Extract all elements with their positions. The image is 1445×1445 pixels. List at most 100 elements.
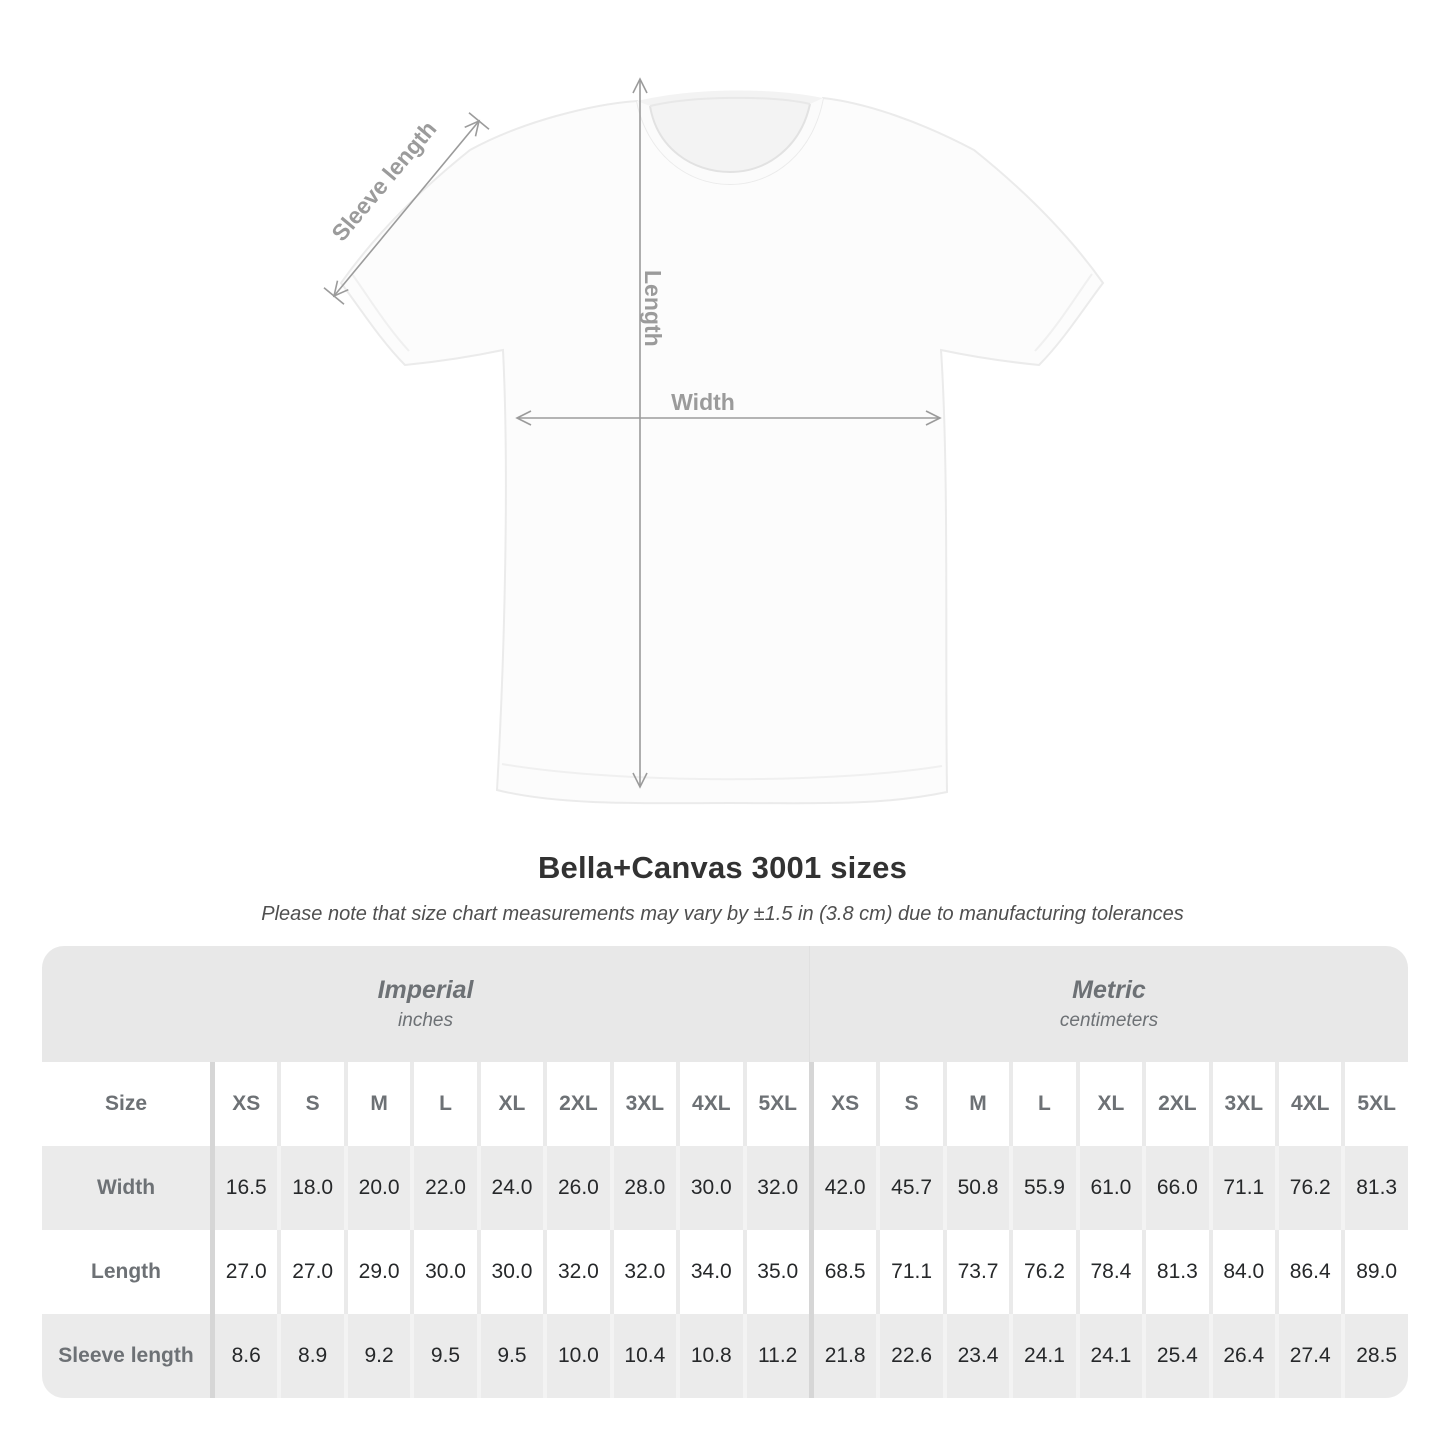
measurement-value: 27.4 [1275,1314,1341,1398]
size-column-header: 5XL [1341,1062,1407,1146]
measurement-value: 18.0 [277,1146,343,1230]
measurement-value: 84.0 [1208,1230,1275,1314]
measurement-value: 8.6 [210,1314,277,1398]
measurement-value: 22.0 [410,1146,476,1230]
tshirt-right-cuff-seam [1034,273,1093,352]
measurement-value: 8.9 [277,1314,343,1398]
measurement-value: 24.1 [1075,1314,1142,1398]
tshirt-left-cuff-seam [351,273,410,352]
measurement-label: Sleeve length [58,1344,194,1367]
measurement-value: 30.0 [410,1230,476,1314]
measurement-value: 78.4 [1075,1230,1142,1314]
measurement-value: 71.1 [1208,1146,1275,1230]
size-column-header: 3XL [609,1062,676,1146]
size-column-header: 3XL [1208,1062,1275,1146]
measurement-value: 11.2 [742,1314,809,1398]
tshirt-hem-seam [501,763,943,781]
measurement-value: 22.6 [876,1314,942,1398]
width-arrow [515,410,942,426]
measurement-value: 61.0 [1075,1146,1142,1230]
unit-header-row: Imperial inches Metric centimeters [42,946,1408,1062]
measurement-value: 21.8 [808,1314,876,1398]
measurement-value: 23.4 [942,1314,1009,1398]
measurement-value: 66.0 [1142,1146,1208,1230]
measurement-value: 10.8 [676,1314,742,1398]
measurement-value: 42.0 [808,1146,876,1230]
width-label: Width [671,389,735,415]
measurement-value: 26.4 [1208,1314,1275,1398]
size-column-header: M [942,1062,1009,1146]
length-label: Length [640,270,666,347]
measurement-value: 32.0 [609,1230,676,1314]
size-column-header: XL [476,1062,543,1146]
measurement-value: 26.0 [543,1146,609,1230]
measurement-value: 68.5 [808,1230,876,1314]
measurement-value: 50.8 [942,1146,1009,1230]
size-column-header: XL [1075,1062,1142,1146]
measurement-row: Length 27.0 27.0 29.0 30.0 30.0 32.0 32.0 34.0 35… [42,1230,1408,1314]
tshirt-collar [637,98,823,184]
measurement-value: 81.3 [1142,1230,1208,1314]
measurement-value: 10.0 [543,1314,609,1398]
tshirt-collar-seam [649,103,811,174]
size-table: Imperial inches Metric centimeters Size X… [42,946,1408,1398]
measurement-value: 76.2 [1009,1230,1075,1314]
measurement-value: 16.5 [210,1146,277,1230]
size-header-row: Size XS S M L XL 2XL 3XL 4XL 5XL XS S M L XL 2XL 3XL 4XL 5… [42,1062,1408,1146]
measurement-value: 86.4 [1275,1230,1341,1314]
size-column-header: 4XL [1275,1062,1341,1146]
metric-header: Metric centimeters [809,946,1408,1062]
measurement-value: 27.0 [210,1230,277,1314]
size-column-header: M [343,1062,410,1146]
size-column-title: Size [104,1092,148,1115]
size-table-body: Size XS S M L XL 2XL 3XL 4XL 5XL XS S M L XL 2XL 3XL 4XL 5… [42,1062,1408,1398]
measurement-label: Width [96,1176,156,1199]
measurement-value: 10.4 [609,1314,676,1398]
measurement-value: 55.9 [1009,1146,1075,1230]
size-column-header: 2XL [1142,1062,1208,1146]
size-column-header: L [1009,1062,1075,1146]
measurement-row: Sleeve length 8.6 8.9 9.2 9.5 9.5 10.0 10.4 10.8… [42,1314,1408,1398]
measurement-value: 30.0 [676,1146,742,1230]
measurement-value: 25.4 [1142,1314,1208,1398]
metric-label: Metric [1072,976,1146,1004]
measurement-label: Length [91,1260,161,1283]
size-column-header: XS [808,1062,876,1146]
measurement-value: 9.2 [343,1314,410,1398]
shirt-diagram: Length Width Sleeve length [323,77,1105,805]
measurement-value: 71.1 [876,1230,942,1314]
size-column-header: S [876,1062,942,1146]
size-column-header: S [277,1062,343,1146]
measurement-row: Width 16.5 18.0 20.0 22.0 24.0 26.0 28.0 30.0 32.… [42,1146,1408,1230]
imperial-header: Imperial inches [42,946,809,1062]
size-column-header: 4XL [676,1062,742,1146]
measurement-value: 9.5 [410,1314,476,1398]
measurement-value: 9.5 [476,1314,543,1398]
measurement-value: 73.7 [942,1230,1009,1314]
measurement-value: 34.0 [676,1230,742,1314]
metric-unit: centimeters [1059,1010,1159,1031]
measurement-value: 32.0 [543,1230,609,1314]
measurement-value: 28.5 [1341,1314,1407,1398]
measurement-value: 45.7 [876,1146,942,1230]
sleeve-length-arrow [323,112,490,305]
measurement-value: 27.0 [277,1230,343,1314]
imperial-label: Imperial [377,976,474,1004]
measurement-value: 20.0 [343,1146,410,1230]
measurement-value: 30.0 [476,1230,543,1314]
imperial-unit: inches [398,1010,453,1031]
size-column-header: 5XL [742,1062,809,1146]
measurement-value: 32.0 [742,1146,809,1230]
measurement-value: 24.0 [476,1146,543,1230]
tshirt-backneck-seam [649,96,811,107]
size-note: Please note that size chart measurements… [261,903,1184,925]
tshirt-image [339,96,1105,805]
measurement-value: 24.1 [1009,1314,1075,1398]
length-arrow [632,77,648,789]
page-title: Bella+Canvas 3001 sizes [537,850,908,885]
size-column-header: 2XL [543,1062,609,1146]
measurement-value: 76.2 [1275,1146,1341,1230]
size-column-header: L [410,1062,476,1146]
measurement-value: 29.0 [343,1230,410,1314]
